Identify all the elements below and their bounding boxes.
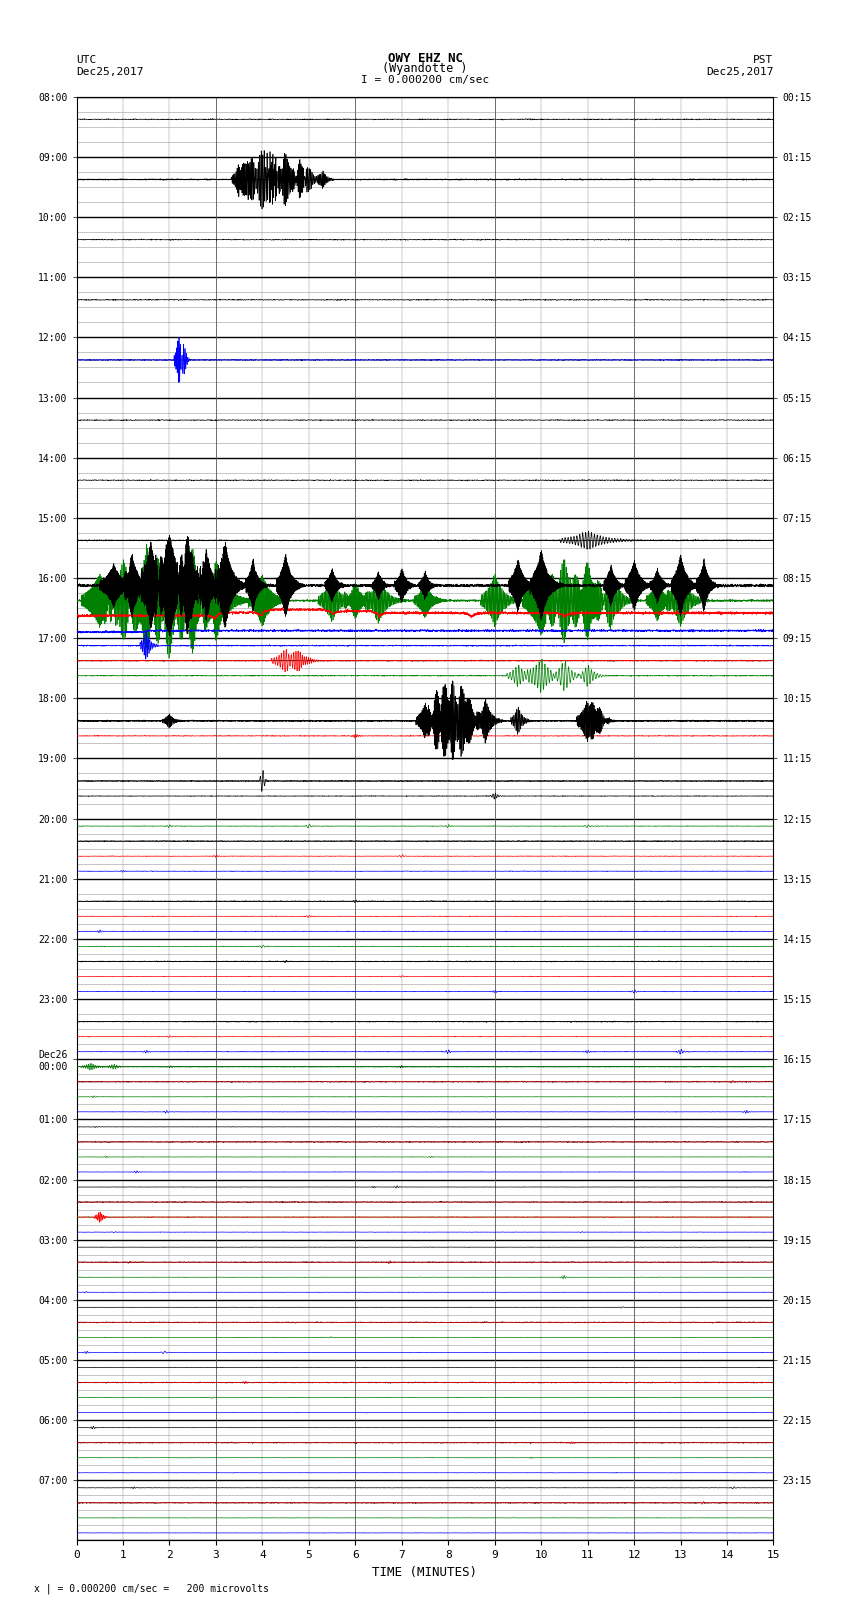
Text: I = 0.000200 cm/sec: I = 0.000200 cm/sec bbox=[361, 76, 489, 85]
Text: Dec25,2017: Dec25,2017 bbox=[76, 66, 144, 77]
X-axis label: TIME (MINUTES): TIME (MINUTES) bbox=[372, 1566, 478, 1579]
Text: UTC: UTC bbox=[76, 55, 97, 65]
Text: (Wyandotte ): (Wyandotte ) bbox=[382, 61, 468, 76]
Text: OWY EHZ NC: OWY EHZ NC bbox=[388, 52, 462, 65]
Text: PST: PST bbox=[753, 55, 774, 65]
Text: Dec25,2017: Dec25,2017 bbox=[706, 66, 774, 77]
Text: x | = 0.000200 cm/sec =   200 microvolts: x | = 0.000200 cm/sec = 200 microvolts bbox=[34, 1582, 269, 1594]
